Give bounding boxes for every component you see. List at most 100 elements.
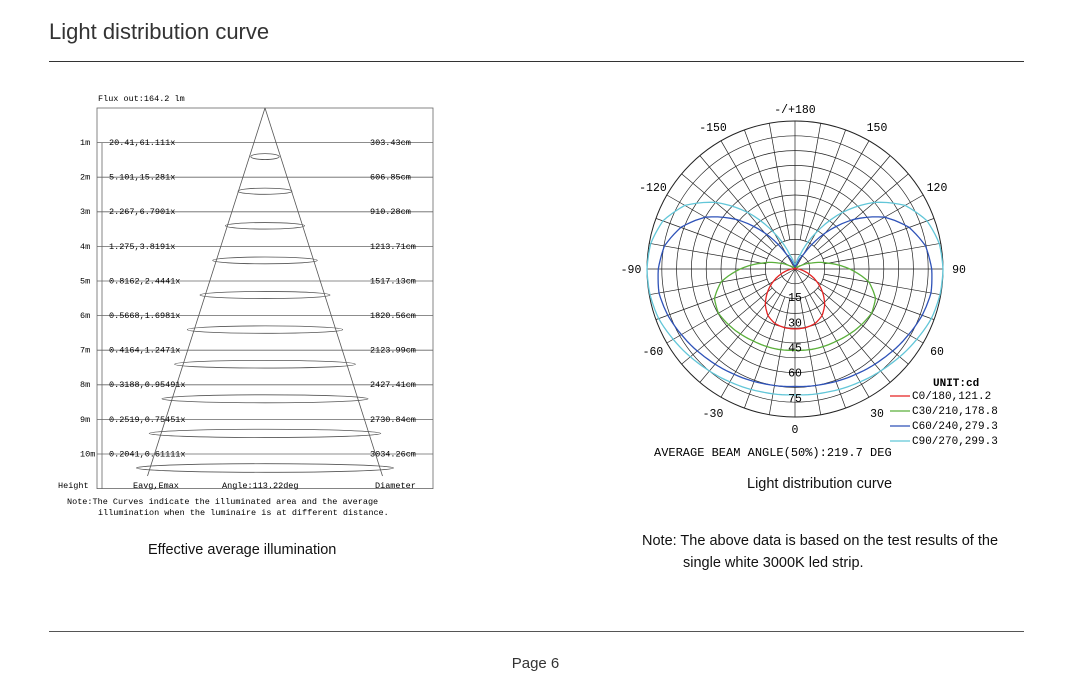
row-diameter-value: 2123.99cm bbox=[370, 346, 416, 356]
polar-angle-label: -60 bbox=[643, 346, 664, 359]
polar-spoke bbox=[794, 140, 870, 270]
polar-curve-cyan bbox=[646, 201, 944, 396]
row-diameter-value: 2730.84cm bbox=[370, 415, 416, 425]
polar-spoke bbox=[794, 194, 924, 270]
polar-spoke bbox=[799, 123, 822, 240]
test-note-line1: Note: The above data is based on the tes… bbox=[642, 533, 999, 549]
flux-out-label: Flux out:164.2 lm bbox=[98, 94, 185, 104]
polar-angle-label: 150 bbox=[867, 122, 888, 135]
column-header-angle: Angle:113.22deg bbox=[222, 481, 299, 491]
test-note-line2: single white 3000K led strip. bbox=[683, 555, 864, 571]
row-eavg-emax-value: 0.3188,0.95491x bbox=[109, 380, 186, 390]
cone-right-edge bbox=[264, 107, 383, 477]
row-diameter-value: 1820.56cm bbox=[370, 311, 416, 321]
illuminated-area-ellipse bbox=[212, 256, 318, 265]
polar-spoke bbox=[655, 218, 768, 260]
polar-curve-red bbox=[764, 267, 826, 330]
polar-spoke bbox=[817, 287, 909, 365]
column-header-diameter: Diameter bbox=[375, 481, 416, 491]
polar-curves bbox=[646, 201, 944, 396]
illumination-cone bbox=[136, 107, 394, 477]
row-diameter-value: 1517.13cm bbox=[370, 276, 416, 286]
row-eavg-emax-value: 20.41,61.111x bbox=[109, 138, 175, 148]
polar-spoke bbox=[824, 242, 941, 265]
polar-spoke bbox=[768, 123, 791, 240]
polar-radial-label: 45 bbox=[788, 342, 802, 355]
polar-spoke bbox=[681, 173, 773, 251]
polar-angle-label: 60 bbox=[930, 346, 944, 359]
row-diameter-value: 910.28cm bbox=[370, 207, 411, 217]
row-eavg-emax-value: 0.2519,0.75451x bbox=[109, 415, 186, 425]
illumination-caption: Effective average illumination bbox=[148, 542, 337, 558]
unit-label: UNIT:cd bbox=[933, 378, 979, 390]
page-title: Light distribution curve bbox=[49, 19, 270, 44]
polar-grid bbox=[646, 120, 944, 418]
polar-radial-label: 30 bbox=[788, 317, 802, 330]
polar-spoke bbox=[813, 291, 891, 383]
row-height-label: 6m bbox=[80, 311, 90, 321]
legend-label: C30/210,178.8 bbox=[912, 406, 998, 418]
row-height-label: 3m bbox=[80, 207, 90, 217]
polar-spoke bbox=[681, 287, 773, 365]
polar-spoke bbox=[822, 278, 935, 320]
row-height-label: 5m bbox=[80, 276, 90, 286]
legend-label: C60/240,279.3 bbox=[912, 421, 998, 433]
row-eavg-emax-value: 1.275,3.8191x bbox=[109, 242, 175, 252]
cone-left-edge bbox=[147, 107, 266, 477]
row-diameter-value: 1213.71cm bbox=[370, 242, 416, 252]
polar-angle-labels: -/+180 -150 150 -120 120 -90 90 -60 60 -30 30 0 bbox=[621, 104, 966, 437]
polar-spoke bbox=[804, 296, 846, 409]
legend-label: C90/270,299.3 bbox=[912, 436, 998, 448]
polar-angle-label: -30 bbox=[703, 408, 724, 421]
row-height-label: 10m bbox=[80, 449, 95, 459]
polar-spoke bbox=[822, 218, 935, 260]
polar-angle-label: -120 bbox=[639, 182, 667, 195]
polar-angle-label: 90 bbox=[952, 264, 966, 277]
illuminated-area-ellipse bbox=[161, 394, 369, 404]
polar-curve-green bbox=[713, 261, 877, 352]
polar-spoke bbox=[744, 129, 786, 242]
row-eavg-emax-value: 2.267,6.7901x bbox=[109, 207, 175, 217]
polar-spoke bbox=[655, 278, 768, 320]
row-height-label: 8m bbox=[80, 380, 90, 390]
polar-spoke bbox=[768, 298, 791, 415]
polar-spoke bbox=[817, 173, 909, 251]
row-height-label: 7m bbox=[80, 346, 90, 356]
row-height-label: 1m bbox=[80, 138, 90, 148]
illuminated-area-ellipse bbox=[224, 222, 305, 230]
column-header-height: Height bbox=[58, 481, 89, 491]
illuminated-area-ellipse bbox=[148, 428, 382, 438]
polar-angle-label: -90 bbox=[621, 264, 642, 277]
polar-spoke bbox=[720, 140, 796, 270]
column-header-eavg-emax: Eavg,Emax bbox=[133, 481, 179, 491]
polar-radial-labels: 15 30 45 60 75 bbox=[788, 292, 802, 406]
polar-spoke bbox=[649, 273, 766, 296]
illuminated-area-ellipse bbox=[136, 463, 394, 473]
row-diameter-value: 2427.41cm bbox=[370, 380, 416, 390]
polar-spoke bbox=[649, 242, 766, 265]
polar-angle-label: 120 bbox=[927, 182, 948, 195]
polar-chart: -/+180 -150 150 -120 120 -90 90 -60 60 -30 30 0 15 3… bbox=[621, 104, 998, 460]
polar-spoke bbox=[824, 273, 941, 296]
polar-spoke bbox=[699, 291, 777, 383]
test-note: Note: The above data is based on the tes… bbox=[642, 530, 998, 574]
polar-angle-label: -150 bbox=[699, 122, 727, 135]
polar-spoke bbox=[794, 268, 870, 398]
polar-spoke bbox=[744, 296, 786, 409]
row-height-label: 2m bbox=[80, 173, 90, 183]
row-height-label: 4m bbox=[80, 242, 90, 252]
row-diameter-value: 3034.26cm bbox=[370, 449, 416, 459]
polar-spoke bbox=[804, 129, 846, 242]
polar-spoke bbox=[699, 155, 777, 247]
illuminated-area-ellipse bbox=[250, 153, 280, 160]
illuminated-area-ellipse bbox=[174, 359, 356, 369]
polar-spoke bbox=[813, 155, 891, 247]
row-eavg-emax-value: 0.2041,0.61111x bbox=[109, 449, 186, 459]
illumination-rows: 1m 20.41,61.111x 303.43cm 2m 5.101,15.281x 60… bbox=[80, 138, 416, 459]
illumination-diagram: Flux out:164.2 lm 1m 20.41,61.111x 303.43c… bbox=[58, 94, 434, 518]
illumination-note-line1: Note:The Curves indicate the illuminated… bbox=[67, 497, 378, 507]
polar-spoke bbox=[666, 194, 796, 270]
row-eavg-emax-value: 0.5668,1.6981x bbox=[109, 311, 180, 321]
polar-caption: Light distribution curve bbox=[747, 476, 893, 492]
bottom-divider bbox=[49, 631, 1024, 632]
